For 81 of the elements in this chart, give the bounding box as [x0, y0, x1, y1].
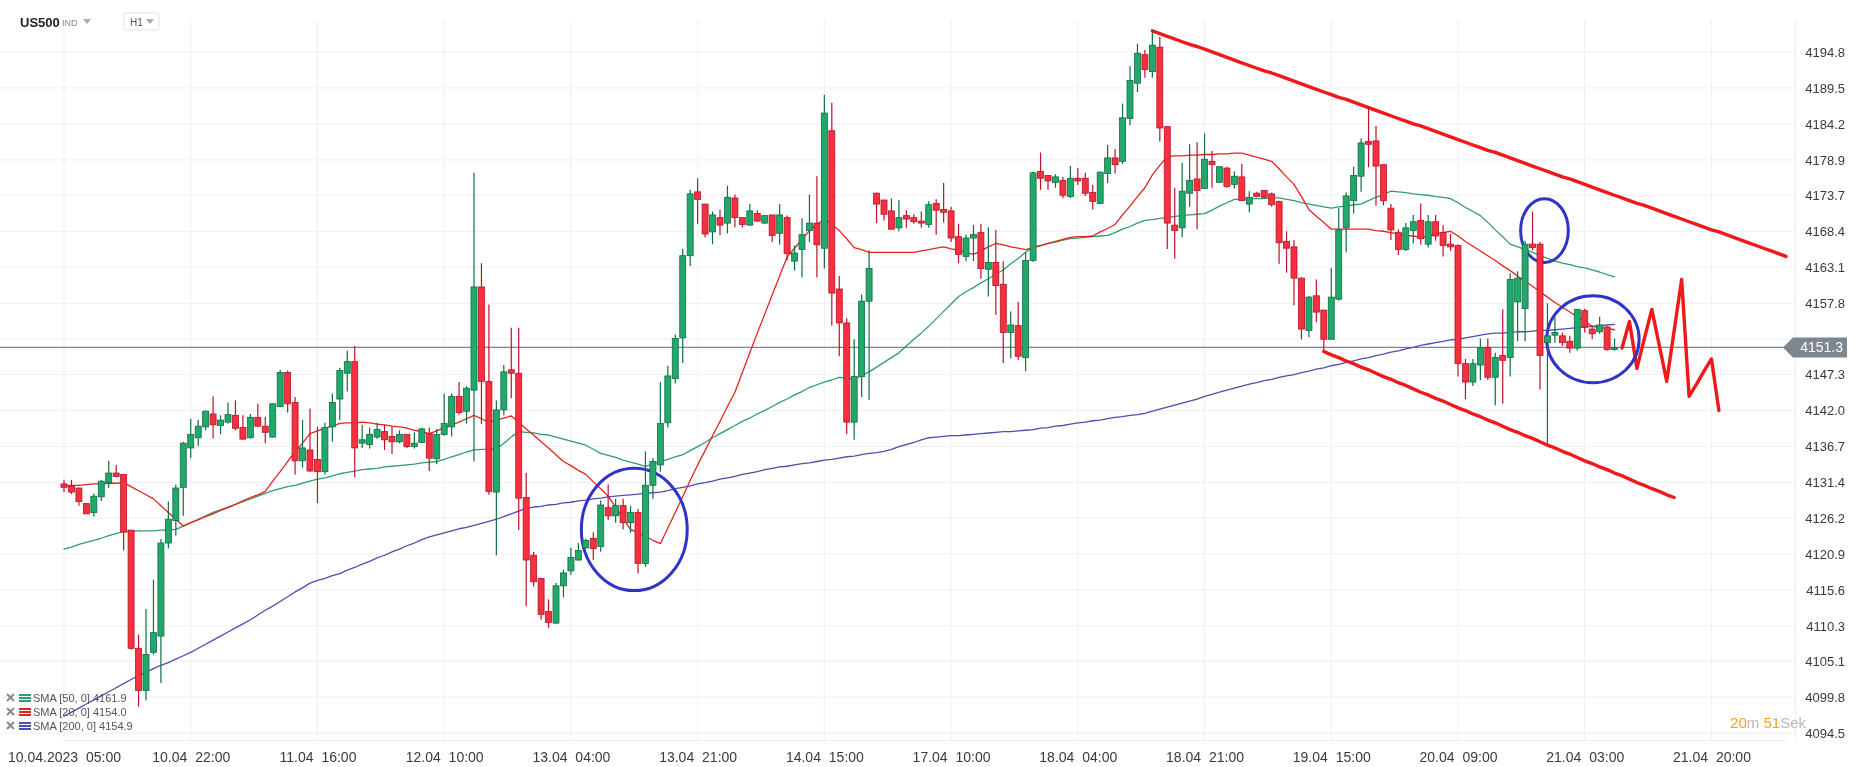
annotation: IND — [62, 18, 78, 28]
candlestick — [709, 210, 716, 245]
candlestick — [1007, 310, 1015, 359]
y-tick-label: 4194.8 — [1805, 44, 1845, 60]
y-tick-label: 4173.7 — [1805, 187, 1845, 203]
y-tick-label: 4157.8 — [1805, 295, 1845, 311]
y-tick-label: 4136.7 — [1805, 439, 1845, 455]
candlestick — [694, 177, 702, 225]
y-tick-label: 4120.9 — [1805, 546, 1845, 562]
candlestick — [798, 217, 806, 279]
candlestick — [246, 413, 254, 440]
line-series — [1322, 349, 1676, 500]
candlestick — [984, 226, 992, 298]
y-tick-label: 4189.5 — [1805, 80, 1845, 96]
candlestick — [1417, 202, 1425, 246]
candlestick — [776, 203, 784, 246]
candlestick — [806, 193, 813, 243]
annotation: H1 — [130, 17, 144, 28]
candlestick — [1394, 228, 1402, 256]
candlestick — [627, 505, 634, 534]
x-tick-label: 13.04 04:00 — [532, 748, 611, 765]
annotation: 20m 51Sek — [1730, 714, 1807, 731]
candlestick — [1066, 165, 1074, 199]
y-tick-label: 4178.9 — [1805, 152, 1845, 168]
y-tick-label: 4110.3 — [1806, 618, 1845, 634]
x-tick-label: 13.04 21:00 — [659, 748, 738, 765]
y-tick-label: 4168.4 — [1805, 223, 1845, 239]
legend-label: SMA [200, 0] 4154.9 — [33, 720, 133, 732]
candlestick — [604, 484, 612, 521]
candlestick — [1059, 176, 1067, 199]
x-tick-label: 10.04 22:00 — [152, 748, 231, 765]
x-tick-label: 20.04 09:00 — [1419, 748, 1498, 765]
candlestick — [1238, 163, 1246, 202]
x-tick-label: 14.04 15:00 — [785, 748, 865, 765]
y-tick-label: 4115.6 — [1806, 582, 1845, 598]
x-tick-label: 18.04 21:00 — [1166, 748, 1245, 765]
candlestick — [1193, 141, 1201, 230]
x-tick-label: 10.04.2023 05:00 — [8, 748, 122, 765]
y-tick-label: 4094.5 — [1805, 725, 1845, 741]
candlestick — [1424, 214, 1432, 249]
candlestick — [895, 199, 903, 232]
candlestick — [925, 200, 933, 229]
x-tick-label: 18.04 04:00 — [1039, 748, 1118, 765]
candlestick — [589, 531, 597, 561]
candlestick — [746, 203, 754, 226]
x-tick-label: 19.04 15:00 — [1292, 748, 1371, 765]
ref-line-label: 4151.3 — [1800, 339, 1844, 356]
y-tick-label: 4163.1 — [1805, 259, 1845, 275]
candlestick — [716, 208, 724, 236]
candlestick — [791, 244, 798, 272]
candlestick — [1387, 203, 1395, 241]
x-tick-label: 21.04 03:00 — [1546, 748, 1625, 765]
candlestick — [455, 381, 463, 416]
candlestick — [1581, 308, 1589, 334]
candlestick — [813, 175, 821, 279]
x-tick-label: 17.04 10:00 — [912, 748, 991, 765]
y-tick-label: 4142.0 — [1805, 403, 1845, 419]
candlestick — [1171, 187, 1179, 260]
candlestick — [1603, 325, 1611, 352]
line-series — [1620, 277, 1721, 413]
candlestick — [209, 395, 217, 440]
line-series — [1150, 29, 1788, 259]
chart-title: US500 — [20, 15, 60, 30]
x-tick-label: 12.04 10:00 — [405, 748, 484, 765]
y-tick-label: 4105.1 — [1805, 653, 1845, 669]
candlestick — [1208, 150, 1216, 189]
x-tick-label: 11.04 16:00 — [279, 748, 357, 765]
candlestick — [612, 498, 620, 524]
candlestick — [1491, 352, 1499, 406]
x-tick-label: 21.04 20:00 — [1672, 748, 1752, 765]
y-tick-label: 4131.4 — [1805, 475, 1845, 491]
y-tick-label: 4184.2 — [1805, 116, 1845, 132]
candlestick — [1499, 308, 1507, 405]
candlestick — [768, 214, 776, 243]
y-tick-label: 4126.2 — [1805, 510, 1845, 526]
y-tick-label: 4147.3 — [1805, 367, 1845, 383]
y-tick-label: 4099.8 — [1805, 689, 1845, 705]
candlestick — [299, 419, 306, 469]
candlestick — [619, 498, 627, 531]
candlestick — [1141, 49, 1149, 79]
candlestick — [1111, 148, 1119, 175]
